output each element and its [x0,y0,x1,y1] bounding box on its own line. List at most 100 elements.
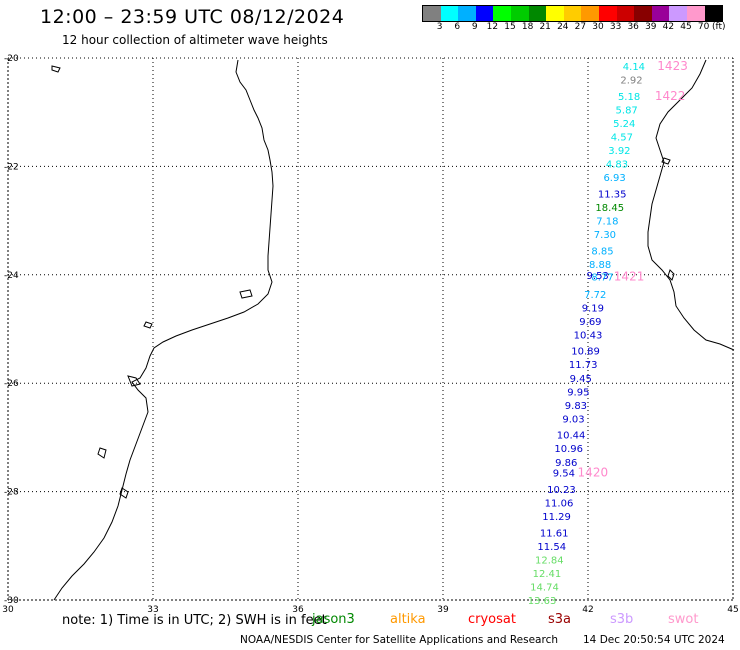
wave-height-value: 9.83 [565,401,587,412]
africa-island [51,65,61,73]
wave-height-value: 5.18 [618,92,640,103]
wave-height-value: 4.14 [623,62,645,73]
longitude-tick-label: 45 [727,605,738,615]
wave-height-value: 8.85 [591,246,613,257]
colorbar-tick-label: 24 [557,22,569,32]
wave-height-value: 9.54 [553,469,575,480]
pass-time-label: 1422 [655,89,686,103]
satellite-legend-cryosat: cryosat [468,612,516,627]
wave-height-value: 5.24 [613,119,635,130]
wave-height-value: 8.77 [591,272,613,283]
wave-height-value: 8.88 [589,260,611,271]
wave-height-value: 12.41 [533,569,562,580]
colorbar-tick-label: 42 [662,22,675,32]
africa-island [97,447,107,459]
wave-height-value: 18.45 [595,203,624,214]
wave-height-value: 6.93 [603,173,625,184]
satellite-legend-altika: altika [390,612,426,627]
map-title: 12:00 – 23:59 UTC 08/12/2024 [40,6,345,28]
wave-height-value: 11.35 [598,190,627,201]
latitude-tick-label: -30 [4,596,19,606]
colorbar-swatch [423,6,441,21]
wave-height-value: 10.44 [557,431,586,442]
wave-height-value: 7.72 [584,290,606,301]
satellite-legend-swot: swot [668,612,699,627]
colorbar-swatch [510,6,529,21]
colorbar-unit: (ft) [712,22,726,32]
wave-height-value: 10.89 [571,347,600,358]
colorbar-tick-label: 3 [436,22,443,32]
wave-height-value: 10.96 [554,444,583,455]
colorbar-tick-label: 33 [609,22,622,32]
wave-height-value: 11.61 [540,528,569,539]
colorbar-tick-label: 30 [592,22,604,32]
madagascar-islet [667,269,675,281]
madagascar-coastline [647,59,735,351]
longitude-tick-label: 39 [437,605,449,615]
wave-height-value: 9.45 [570,374,592,385]
colorbar-swatch [458,6,476,21]
colorbar-swatch [704,6,723,21]
colorbar-swatch [493,6,511,21]
satellite-legend-jason3: jason3 [312,612,355,627]
satellite-legend-s3a: s3a [548,612,572,627]
colorbar-swatch [686,6,705,21]
wave-height-value: 7.30 [594,230,616,241]
altimeter-track: 4.14 2.92 5.18 5.87 5.24 4.57 3.92 4.83 6.93 11.3… [528,59,688,607]
madagascar-islet [661,157,671,165]
africa-island [143,321,153,329]
longitude-tick-label: 33 [147,605,158,615]
wave-height-value: 12.84 [535,555,564,566]
wave-height-value: 13.63 [528,596,557,607]
wave-height-colorbar [422,5,724,22]
wave-height-value: 3.92 [608,146,630,157]
colorbar-swatch [651,6,670,21]
wave-height-value: 10.23 [547,485,576,496]
colorbar-swatch [546,6,564,21]
generation-timestamp: 14 Dec 20:50:54 UTC 2024 [583,634,725,646]
colorbar-swatch [634,6,652,21]
colorbar-swatch [581,6,599,21]
credit-line: NOAA/NESDIS Center for Satellite Applica… [240,634,558,646]
colorbar-tick-label: 27 [574,22,587,32]
satellite-legend-s3b: s3b [610,612,634,627]
colorbar-tick-label: 18 [521,22,534,32]
wave-height-value: 7.18 [596,217,618,228]
colorbar-swatch [528,6,547,21]
wave-height-value: 11.54 [537,542,566,553]
africa-island [127,375,141,387]
wave-height-value: 4.57 [611,133,633,144]
wave-height-value: 2.92 [620,76,642,87]
colorbar-tick-label: 6 [454,22,461,32]
colorbar-swatch [563,6,582,21]
wave-height-value: 9.86 [555,458,577,469]
colorbar-swatch [475,6,494,21]
wave-height-value: 11.29 [542,512,571,523]
latitude-tick-label: -20 [4,54,19,64]
colorbar-tick-label: 36 [627,22,639,32]
wave-height-value: 9.69 [579,317,601,328]
latitude-tick-label: -28 [4,488,19,498]
colorbar-tick-label: 45 [680,22,692,32]
pass-time-label: 1420 [578,466,609,480]
colorbar-swatch [440,6,459,21]
lat-lon-grid [7,57,734,601]
coastline [51,59,735,601]
wave-height-value: 11.73 [569,360,598,371]
wave-height-value: 9.95 [567,387,589,398]
wave-height-value: 9.03 [562,414,584,425]
pass-time-label: 1421 [614,269,645,283]
wave-height-value: 11.06 [545,498,574,509]
longitude-tick-label: 36 [292,605,304,615]
units-note: note: 1) Time is in UTC; 2) SWH is in fe… [62,613,327,628]
colorbar-tick-label: 12 [486,22,499,32]
pass-time-label: 1423 [657,59,688,73]
latitude-tick-label: -26 [4,379,19,389]
colorbar-swatch [616,6,635,21]
colorbar-tick-label: 21 [539,22,551,32]
latitude-tick-label: -22 [4,162,19,172]
longitude-tick-label: 30 [2,605,14,615]
colorbar-swatch [598,6,617,21]
africa-island [119,487,129,499]
longitude-tick-label: 42 [582,605,593,615]
